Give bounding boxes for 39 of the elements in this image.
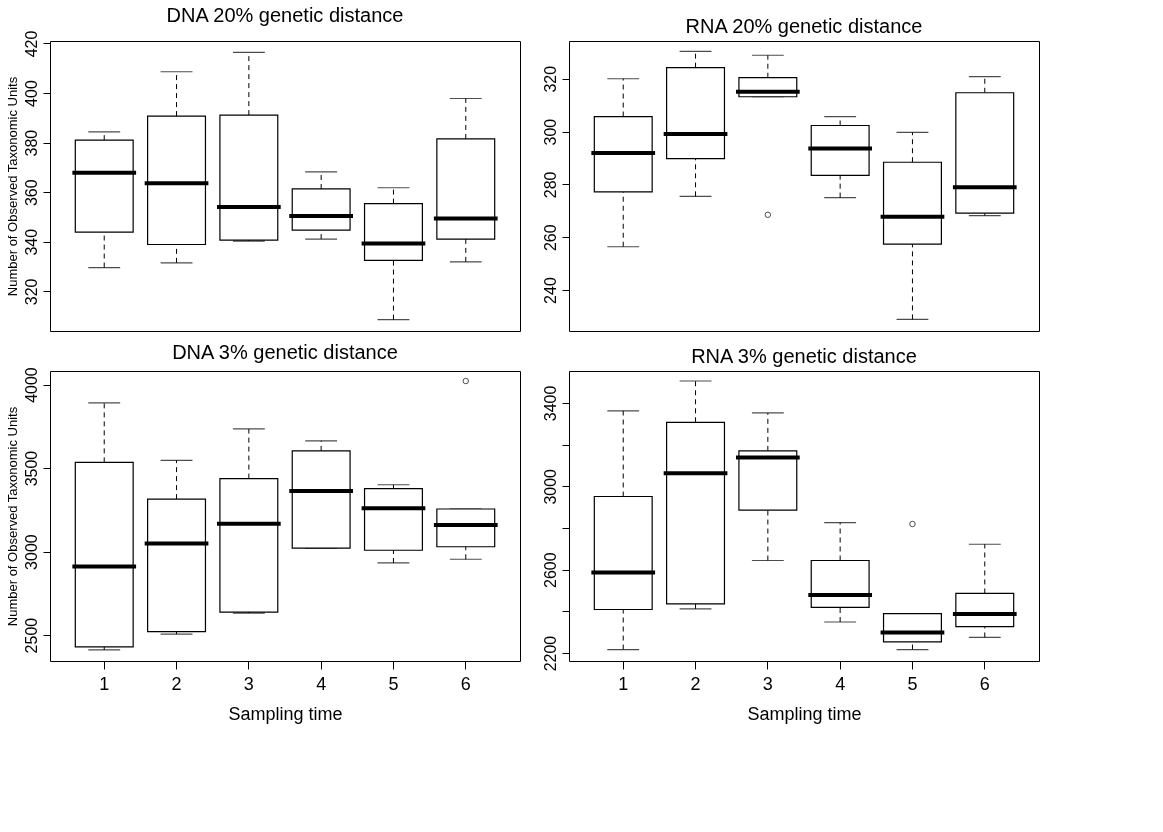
x-tick-label: 2: [690, 673, 701, 694]
y-tick-label: 280: [541, 171, 559, 199]
chart-title: DNA 20% genetic distance: [166, 4, 404, 27]
y-tick-label: 3000: [22, 534, 40, 570]
x-tick-label: 6: [460, 673, 471, 694]
y-tick-label: 2600: [541, 552, 559, 588]
y-tick-label: 260: [541, 224, 559, 252]
y-tick-label: 360: [22, 179, 40, 207]
y-axis-title: Number of Observed Taxonomic Units: [4, 406, 20, 627]
chart-title: DNA 3% genetic distance: [172, 340, 398, 363]
x-tick-label: 5: [907, 673, 918, 694]
y-tick-label: 3500: [22, 450, 40, 487]
chart-title: RNA 20% genetic distance: [685, 15, 923, 37]
y-tick-label: 420: [22, 30, 40, 58]
y-tick-label: 240: [541, 277, 559, 304]
x-tick-label: 5: [388, 673, 399, 694]
y-tick-label: 320: [22, 278, 40, 306]
x-tick-label: 4: [316, 673, 327, 694]
y-tick-label: 300: [541, 118, 559, 146]
y-tick-label: 4000: [22, 367, 40, 403]
y-tick-label: 320: [541, 65, 559, 93]
x-tick-label: 4: [835, 673, 846, 694]
y-tick-label: 2200: [541, 635, 559, 672]
x-tick-label: 6: [979, 673, 990, 694]
x-tick-label: 2: [171, 673, 182, 694]
x-tick-label: 3: [762, 673, 773, 694]
x-tick-label: 1: [618, 673, 629, 694]
x-axis-title: Sampling time: [228, 703, 343, 724]
x-axis-title: Sampling time: [747, 703, 862, 724]
y-tick-label: 3400: [541, 385, 559, 422]
x-tick-label: 1: [99, 673, 110, 694]
chart-title: RNA 3% genetic distance: [691, 345, 917, 367]
y-tick-label: 3000: [541, 468, 559, 505]
y-tick-label: 2500: [22, 617, 40, 654]
y-tick-label: 400: [22, 80, 40, 107]
y-axis-title: Number of Observed Taxonomic Units: [4, 76, 20, 297]
x-tick-label: 3: [243, 673, 254, 694]
y-tick-label: 380: [22, 129, 40, 157]
y-tick-label: 340: [22, 228, 40, 256]
